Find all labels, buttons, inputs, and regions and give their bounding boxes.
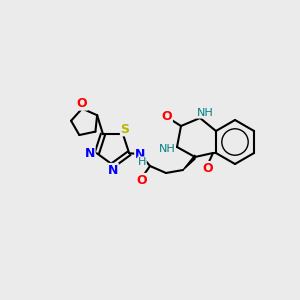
Text: N: N [108, 164, 118, 176]
Text: N: N [85, 147, 95, 160]
Text: O: O [137, 173, 147, 187]
Text: H: H [138, 157, 146, 167]
Text: O: O [77, 97, 87, 110]
Text: O: O [203, 161, 213, 175]
Text: N: N [135, 148, 145, 160]
Text: NH: NH [196, 108, 213, 118]
Text: NH: NH [159, 144, 176, 154]
Text: S: S [121, 123, 130, 136]
Text: O: O [162, 110, 172, 122]
Polygon shape [183, 155, 195, 170]
